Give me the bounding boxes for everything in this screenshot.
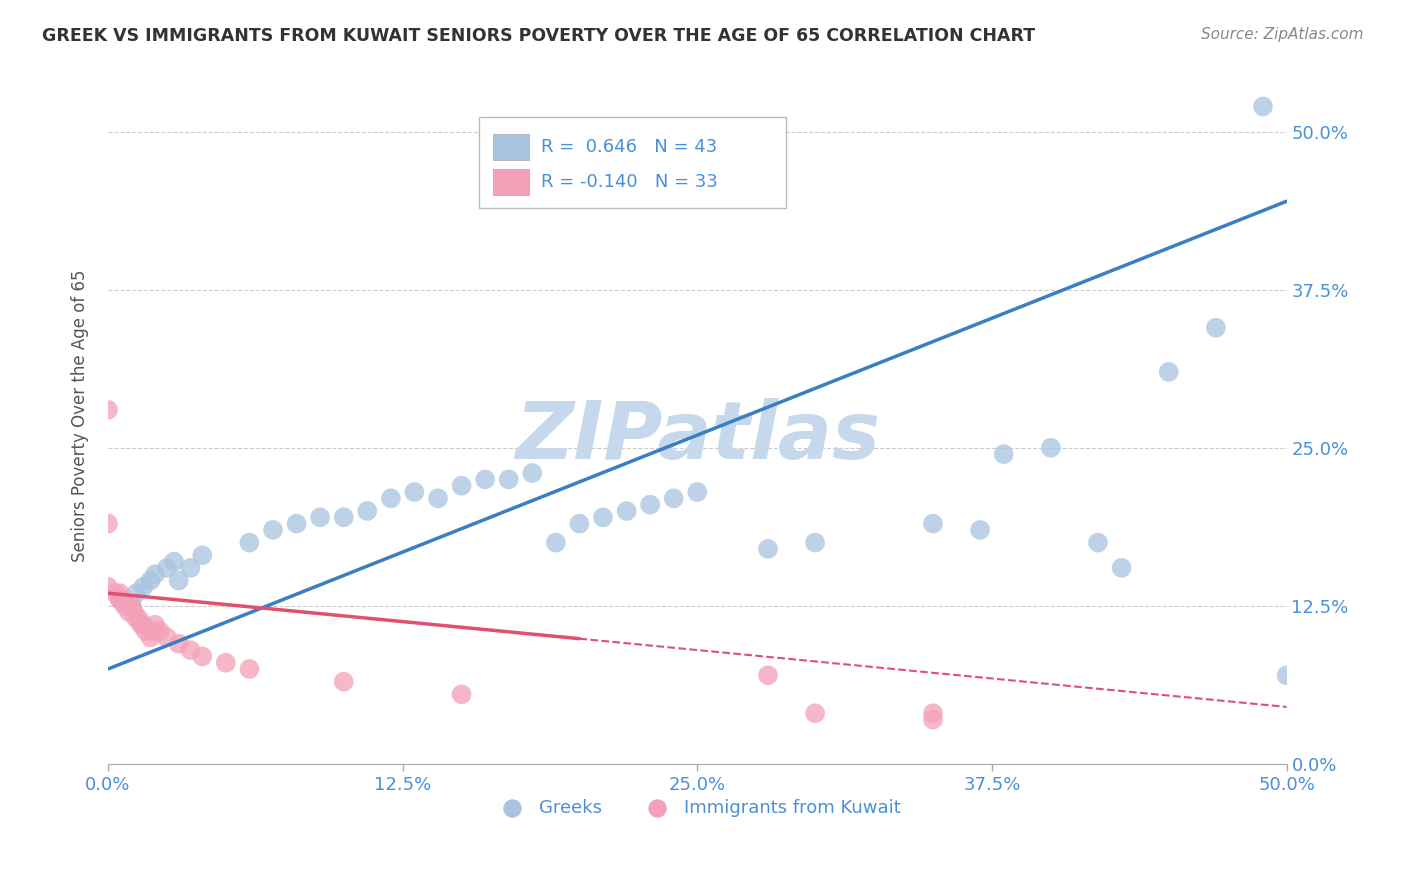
Point [922,706,945,721]
Point [450,687,472,701]
Point [156,631,179,645]
Bar [494,169,529,195]
Point [285,516,308,531]
Point [191,649,214,664]
Point [114,599,136,613]
Point [474,472,496,486]
Point [139,631,162,645]
Point [1275,668,1298,682]
Legend: Greeks, Immigrants from Kuwait: Greeks, Immigrants from Kuwait [486,792,908,824]
Point [616,504,638,518]
Bar [494,134,529,161]
Point [111,592,134,607]
Point [156,561,179,575]
Point [125,611,148,625]
Point [662,491,685,506]
Point [135,624,157,638]
Text: R =  0.646   N = 43: R = 0.646 N = 43 [540,138,717,156]
Point [108,592,131,607]
Point [332,674,354,689]
Point [104,586,127,600]
Point [121,599,143,613]
Point [332,510,354,524]
Point [97,580,120,594]
Point [108,586,131,600]
Point [1111,561,1133,575]
Point [238,662,260,676]
Point [356,504,378,518]
Point [427,491,450,506]
Point [309,510,332,524]
Text: R = -0.140   N = 33: R = -0.140 N = 33 [540,173,717,191]
Point [143,617,166,632]
Point [1087,535,1109,549]
Point [450,479,472,493]
Point [522,466,544,480]
Point [129,617,152,632]
Text: ZIPatlas: ZIPatlas [515,398,880,476]
Point [108,592,131,607]
Point [1205,320,1227,334]
Point [118,605,141,619]
Point [404,485,426,500]
Point [167,574,190,588]
Point [922,713,945,727]
Point [544,535,567,549]
Point [122,605,145,619]
Point [804,706,827,721]
Text: GREEK VS IMMIGRANTS FROM KUWAIT SENIORS POVERTY OVER THE AGE OF 65 CORRELATION C: GREEK VS IMMIGRANTS FROM KUWAIT SENIORS … [42,27,1035,45]
Point [215,656,238,670]
Point [97,516,120,531]
Point [163,555,186,569]
Point [142,624,165,638]
Point [686,485,709,500]
Point [139,574,162,588]
Point [121,599,143,613]
Point [132,617,155,632]
Point [97,402,120,417]
Point [756,541,779,556]
Point [143,567,166,582]
Point [804,535,827,549]
Point [1157,365,1180,379]
Point [167,637,190,651]
Text: Source: ZipAtlas.com: Source: ZipAtlas.com [1201,27,1364,42]
Point [756,668,779,682]
Point [1039,441,1062,455]
FancyBboxPatch shape [479,117,786,208]
Point [179,561,201,575]
Point [592,510,614,524]
Point [128,611,150,625]
Point [179,643,201,657]
Point [1251,99,1274,113]
Point [262,523,284,537]
Point [498,472,520,486]
Point [380,491,402,506]
Y-axis label: Seniors Poverty Over the Age of 65: Seniors Poverty Over the Age of 65 [72,270,89,563]
Point [132,580,155,594]
Point [125,586,148,600]
Point [969,523,991,537]
Point [149,624,172,638]
Point [238,535,260,549]
Point [191,548,214,562]
Point [638,498,661,512]
Point [922,516,945,531]
Point [115,599,138,613]
Point [568,516,591,531]
Point [993,447,1015,461]
